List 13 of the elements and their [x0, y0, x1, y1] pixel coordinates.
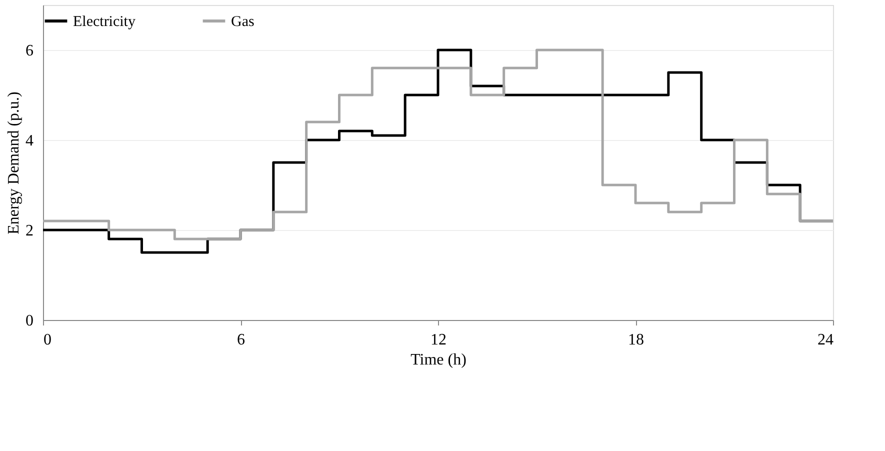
y-tick-label: 6	[26, 42, 34, 60]
y-tick-label: 2	[26, 222, 34, 240]
x-tick-label: 24	[818, 332, 834, 348]
x-axis-title: Time (h)	[410, 352, 466, 368]
x-tick-label: 12	[430, 332, 446, 348]
x-tick-label: 0	[44, 332, 52, 348]
y-tick-label: 0	[26, 312, 34, 330]
legend-label: Electricity	[73, 14, 136, 30]
x-tick-label: 6	[237, 332, 245, 348]
y-axis-title: Energy Demand (p.u.)	[6, 92, 22, 234]
x-tick-label: 18	[628, 332, 644, 348]
y-tick-label: 4	[26, 132, 34, 150]
legend-label: Gas	[231, 14, 254, 30]
